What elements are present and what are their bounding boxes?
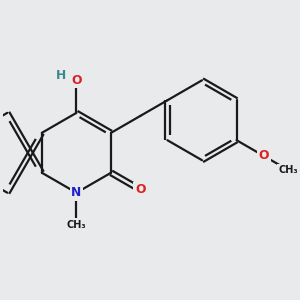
Text: H: H [56, 69, 66, 82]
Text: CH₃: CH₃ [279, 165, 298, 175]
Text: O: O [135, 183, 146, 196]
Text: O: O [71, 74, 82, 87]
Text: CH₃: CH₃ [67, 220, 86, 230]
Text: O: O [258, 149, 269, 162]
Text: N: N [71, 186, 82, 199]
